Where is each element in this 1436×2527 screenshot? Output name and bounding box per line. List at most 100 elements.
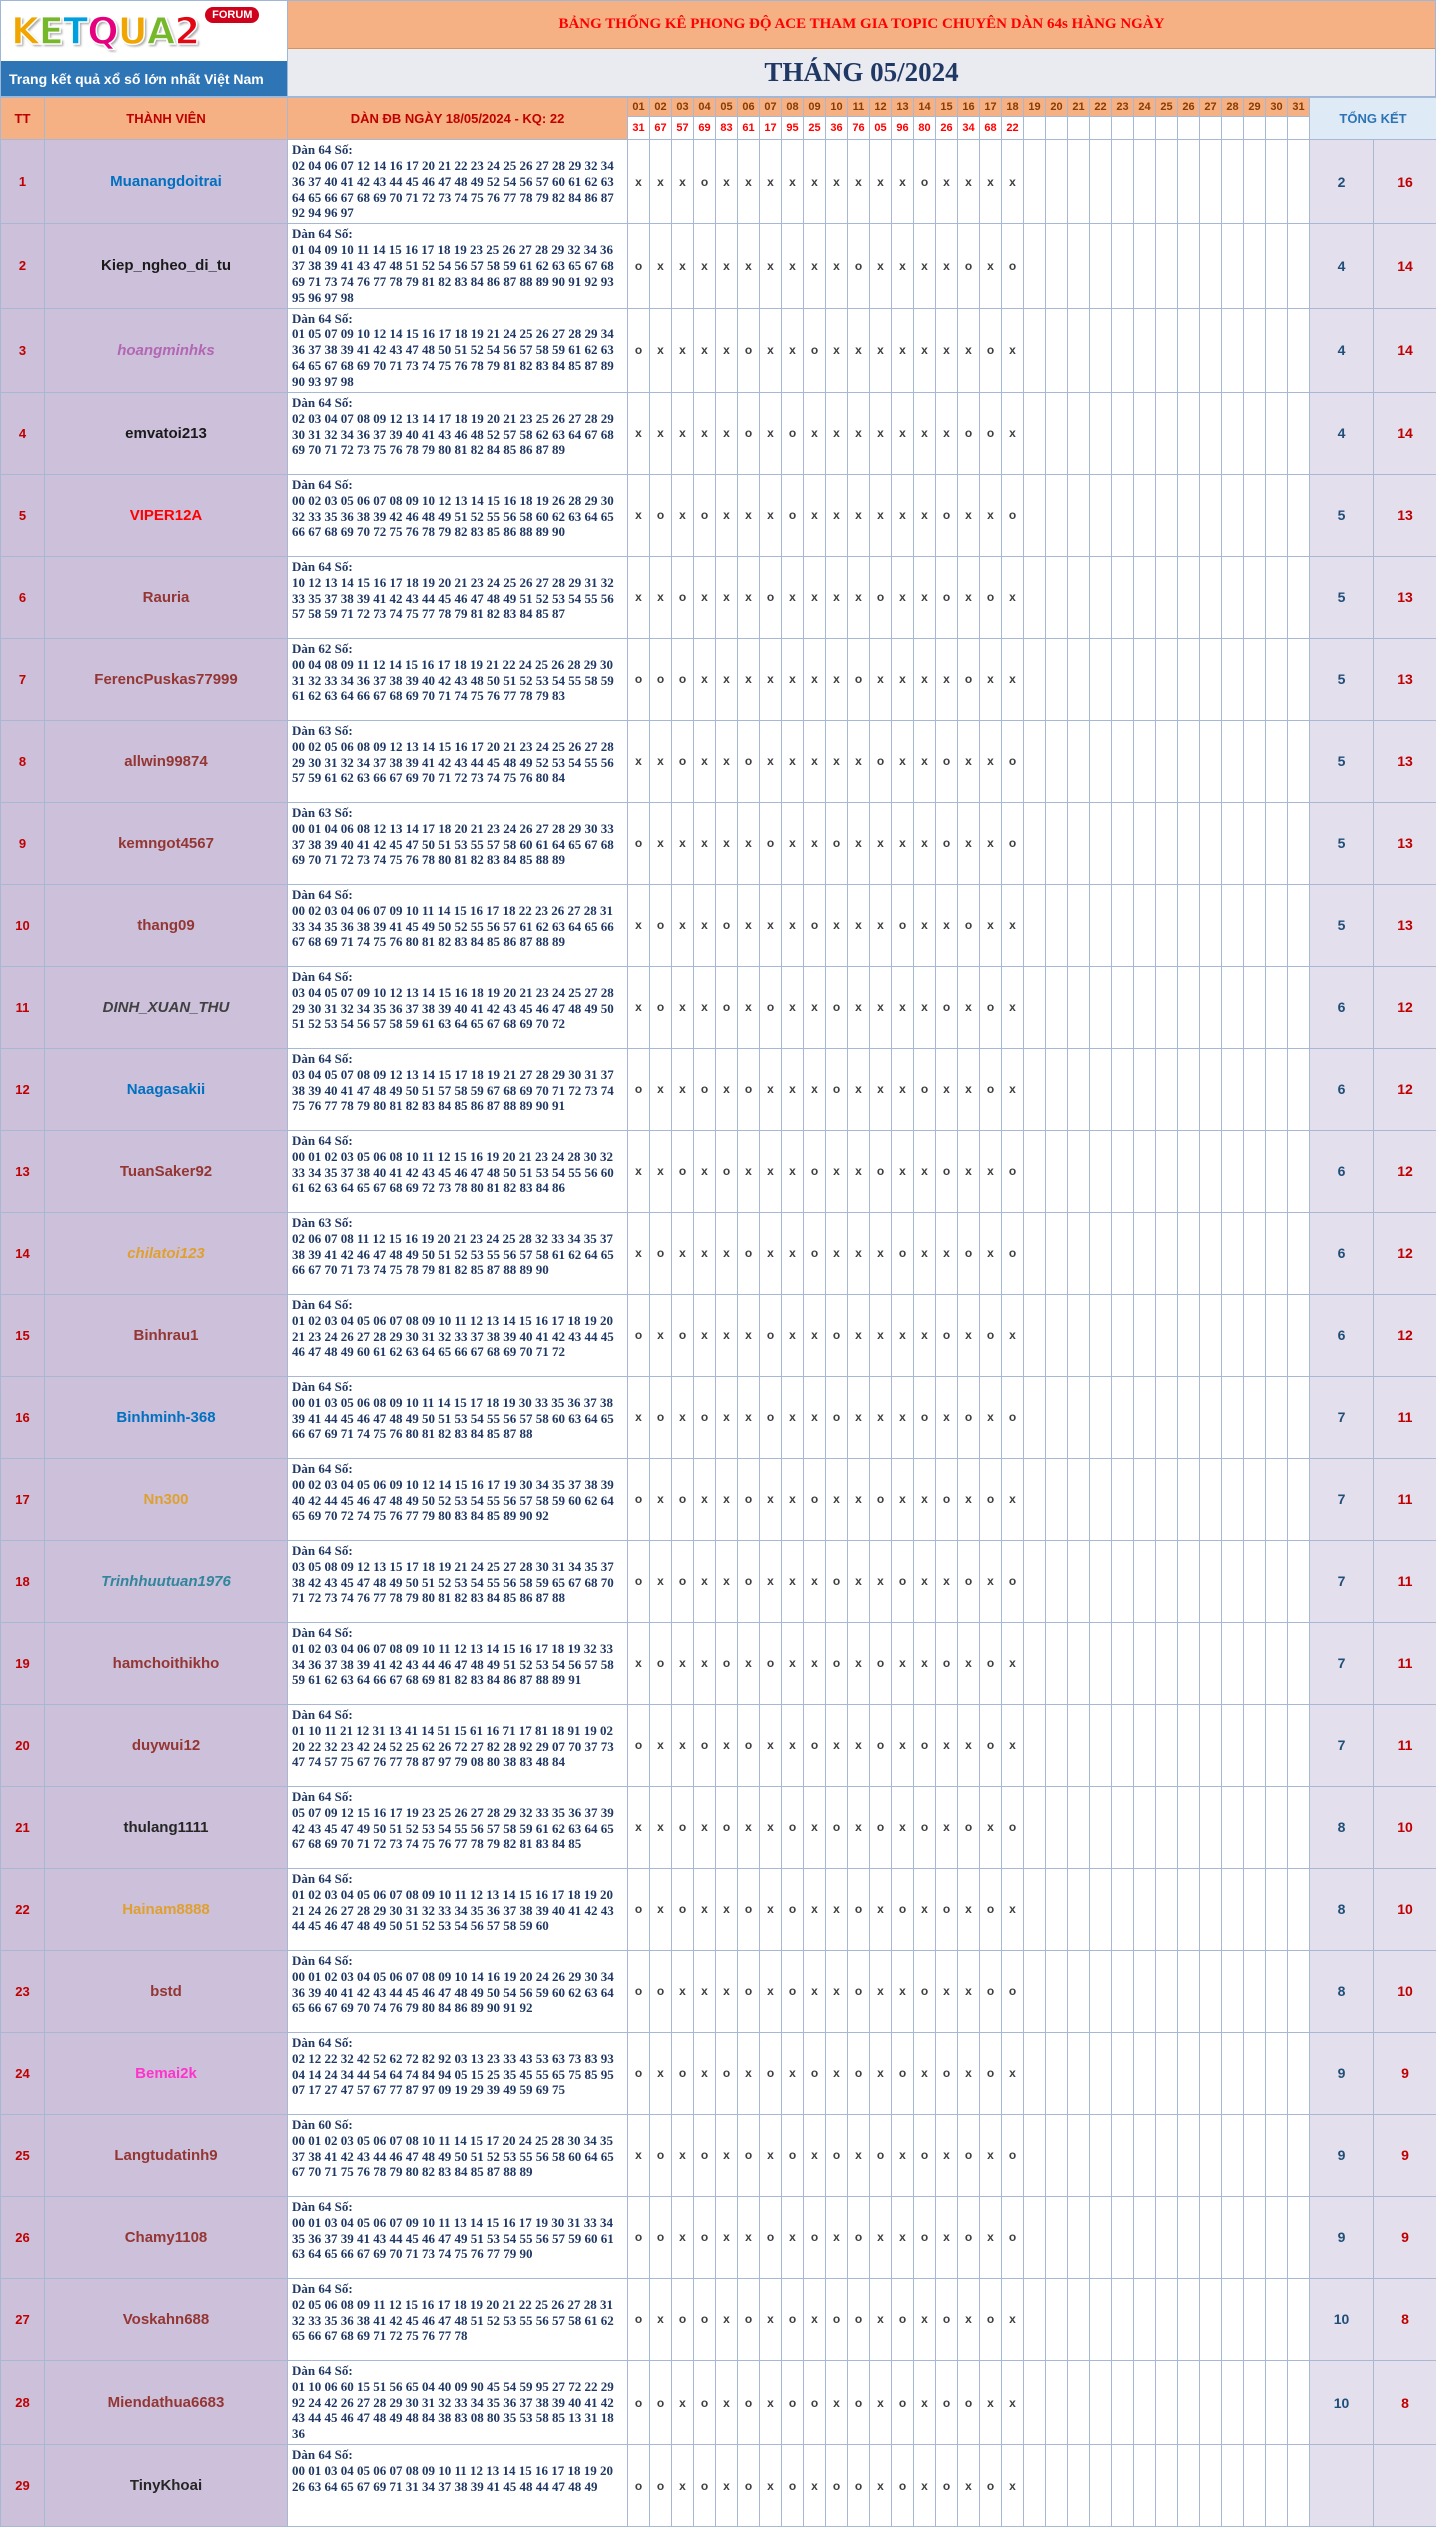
day-mark-cell — [1244, 2278, 1266, 2360]
day-mark-cell: o — [1002, 1376, 1024, 1458]
day-mark-cell — [1024, 308, 1046, 392]
row-number-cell: 23 — [1, 1950, 45, 2032]
day-mark-cell: x — [760, 1950, 782, 2032]
day-mark-cell: x — [782, 2196, 804, 2278]
day-mark-cell: x — [870, 1376, 892, 1458]
day-mark-cell — [1112, 1868, 1134, 1950]
member-name[interactable]: allwin99874 — [45, 720, 288, 802]
day-mark-cell: x — [936, 1786, 958, 1868]
day-mark-cell: o — [694, 2445, 716, 2527]
total-hit-cell: 11 — [1374, 1540, 1436, 1622]
day-mark-cell — [1222, 1786, 1244, 1868]
day-mark-cell: o — [958, 224, 980, 308]
day-mark-cell — [1046, 1458, 1068, 1540]
day-mark-cell — [1134, 2032, 1156, 2114]
day-mark-cell: x — [848, 2114, 870, 2196]
day-mark-cell: x — [826, 1950, 848, 2032]
member-name[interactable]: Voskahn688 — [45, 2278, 288, 2360]
day-mark-cell — [1200, 2445, 1222, 2527]
day-mark-cell — [1178, 1294, 1200, 1376]
day-mark-cell — [1090, 1294, 1112, 1376]
day-header: 29 — [1244, 98, 1266, 117]
dan-numbers: 03 04 05 07 09 10 12 13 14 15 16 18 19 2… — [292, 985, 623, 1033]
member-name[interactable]: thulang1111 — [45, 1786, 288, 1868]
day-mark-cell: o — [672, 2278, 694, 2360]
member-name[interactable]: emvatoi213 — [45, 392, 288, 474]
member-name[interactable]: bstd — [45, 1950, 288, 2032]
day-mark-cell — [1266, 1622, 1288, 1704]
member-name[interactable]: Chamy1108 — [45, 2196, 288, 2278]
member-name[interactable]: Muanangdoitrai — [45, 140, 288, 224]
day-mark-cell: x — [694, 966, 716, 1048]
day-mark-cell — [1266, 556, 1288, 638]
member-name[interactable]: Hainam8888 — [45, 1868, 288, 1950]
day-mark-cell — [1266, 2278, 1288, 2360]
brand-letter: T — [63, 13, 87, 50]
member-name[interactable]: Trinhhuutuan1976 — [45, 1540, 288, 1622]
day-mark-cell: x — [936, 1704, 958, 1786]
day-mark-cell: o — [738, 1704, 760, 1786]
member-name[interactable]: hamchoithikho — [45, 1622, 288, 1704]
day-mark-cell: o — [738, 1950, 760, 2032]
day-mark-cell — [1046, 2032, 1068, 2114]
member-name[interactable]: Kiep_ngheo_di_tu — [45, 224, 288, 308]
day-mark-cell — [1090, 1130, 1112, 1212]
member-name[interactable]: hoangminhks — [45, 308, 288, 392]
day-mark-cell: o — [738, 308, 760, 392]
day-mark-cell — [1288, 140, 1310, 224]
member-name[interactable]: Langtudatinh9 — [45, 2114, 288, 2196]
day-mark-cell: x — [650, 1868, 672, 1950]
day-mark-cell: x — [914, 1622, 936, 1704]
day-mark-cell — [1090, 392, 1112, 474]
day-mark-cell — [1288, 2114, 1310, 2196]
member-name[interactable]: thang09 — [45, 884, 288, 966]
day-mark-cell — [1222, 1622, 1244, 1704]
member-name[interactable]: TinyKhoai — [45, 2445, 288, 2527]
day-mark-cell: x — [694, 556, 716, 638]
row-number-cell: 28 — [1, 2360, 45, 2444]
row-number-cell: 6 — [1, 556, 45, 638]
day-mark-cell: o — [738, 1458, 760, 1540]
member-name[interactable]: chilatoi123 — [45, 1212, 288, 1294]
day-mark-cell — [1068, 2032, 1090, 2114]
day-mark-cell: x — [958, 1622, 980, 1704]
member-name[interactable]: Nn300 — [45, 1458, 288, 1540]
day-mark-cell: x — [694, 802, 716, 884]
day-mark-cell — [1090, 1212, 1112, 1294]
dan-label: Dàn 64 Số: — [292, 1297, 623, 1313]
day-mark-cell: x — [826, 1458, 848, 1540]
day-mark-cell: x — [782, 966, 804, 1048]
day-result-value: 69 — [694, 117, 716, 140]
member-name[interactable]: Binhrau1 — [45, 1294, 288, 1376]
member-name[interactable]: Binhminh-368 — [45, 1376, 288, 1458]
day-mark-cell: o — [826, 966, 848, 1048]
member-name[interactable]: kemngot4567 — [45, 802, 288, 884]
dan-numbers: 01 02 03 04 05 06 07 08 09 10 11 12 13 1… — [292, 1313, 623, 1361]
day-mark-cell: x — [672, 2360, 694, 2444]
day-mark-cell: o — [958, 1212, 980, 1294]
member-name[interactable]: duywui12 — [45, 1704, 288, 1786]
day-mark-cell: x — [870, 2032, 892, 2114]
day-mark-cell: o — [914, 1048, 936, 1130]
total-miss-cell: 2 — [1310, 140, 1374, 224]
member-name[interactable]: Rauria — [45, 556, 288, 638]
day-mark-cell: x — [980, 2196, 1002, 2278]
member-name[interactable]: DINH_XUAN_THU — [45, 966, 288, 1048]
member-name[interactable]: Naagasakii — [45, 1048, 288, 1130]
row-number-cell: 7 — [1, 638, 45, 720]
day-mark-cell — [1266, 884, 1288, 966]
day-mark-cell: x — [936, 1048, 958, 1130]
member-name[interactable]: TuanSaker92 — [45, 1130, 288, 1212]
day-header: 22 — [1090, 98, 1112, 117]
member-name[interactable]: Bemai2k — [45, 2032, 288, 2114]
total-hit-cell: 10 — [1374, 1868, 1436, 1950]
row-number-cell: 11 — [1, 966, 45, 1048]
member-name[interactable]: VIPER12A — [45, 474, 288, 556]
day-mark-cell: x — [914, 884, 936, 966]
member-name[interactable]: Miendathua6683 — [45, 2360, 288, 2444]
member-name[interactable]: FerencPuskas77999 — [45, 638, 288, 720]
day-mark-cell: o — [760, 1622, 782, 1704]
